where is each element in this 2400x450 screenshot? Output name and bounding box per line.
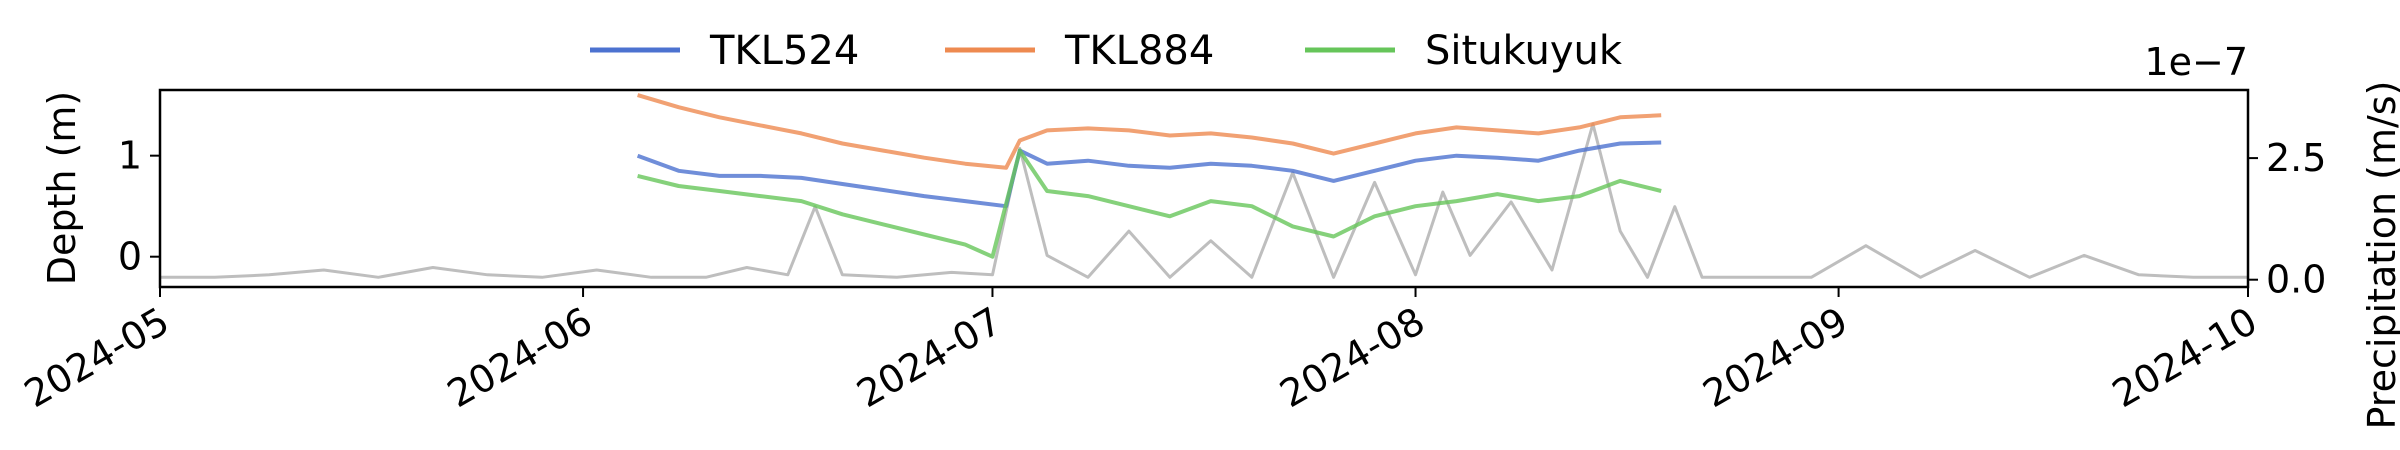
y-axis-title-left: Depth (m) <box>40 91 84 286</box>
x-tick-label: 2024-09 <box>1696 299 1856 416</box>
legend-label: Situkuyuk <box>1425 28 1623 74</box>
y-tick-label: 1 <box>118 134 142 178</box>
y2-tick-label: 0.0 <box>2266 258 2326 302</box>
series-line-tkl884 <box>637 93 1662 170</box>
series-line-situkuyuk <box>637 148 1662 259</box>
y2-tick-label: 2.5 <box>2266 136 2326 180</box>
legend-label: TKL524 <box>709 28 859 74</box>
y-tick-label: 0 <box>118 235 142 279</box>
x-axis: 2024-05 2024-06 2024-07 2024-08 2024-09 2024-… <box>17 287 2265 416</box>
series-line-precipitation <box>160 122 2248 279</box>
x-tick-label: 2024-07 <box>849 299 1009 416</box>
x-tick-label: 2024-05 <box>17 299 177 416</box>
plot-series <box>160 93 2248 279</box>
plot-frame <box>158 88 2250 289</box>
x-tick-label: 2024-10 <box>2105 299 2265 416</box>
y-axis-right: 0.0 2.5 <box>2248 136 2326 302</box>
y2-offset-text: 1e−7 <box>2144 40 2248 84</box>
series-line-tkl524 <box>636 140 1662 209</box>
legend-label: TKL884 <box>1064 28 1214 74</box>
y-axis-title-right: Precipitation (m/s) <box>2360 81 2400 430</box>
legend: TKL524 TKL884 Situkuyuk <box>590 28 1623 74</box>
y-axis-left: 01 <box>118 134 160 279</box>
x-tick-label: 2024-08 <box>1273 299 1433 416</box>
x-tick-label: 2024-06 <box>440 299 600 416</box>
